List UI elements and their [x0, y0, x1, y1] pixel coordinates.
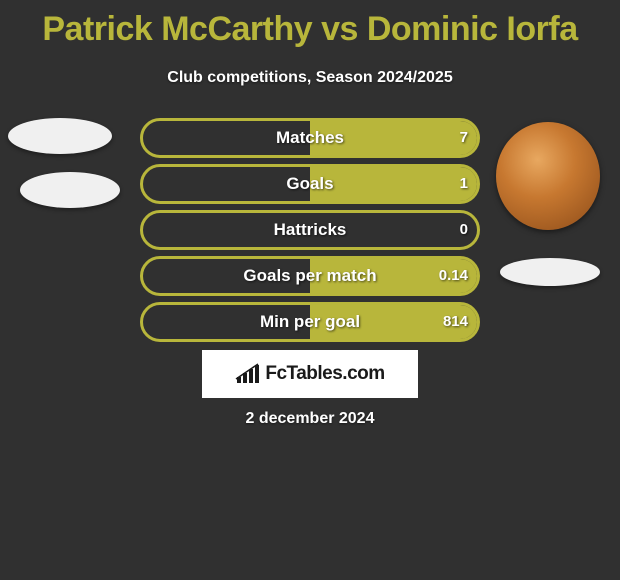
footer-date: 2 december 2024	[0, 410, 620, 428]
brand-text: FcTables.com	[265, 363, 384, 385]
stat-bar-track	[140, 118, 480, 158]
bar-chart-icon	[235, 363, 261, 385]
stat-row: Goals1	[0, 164, 620, 210]
stat-row: Goals per match0.14	[0, 256, 620, 302]
stat-value-right: 0	[460, 210, 468, 250]
stat-value-right: 0.14	[439, 256, 468, 296]
page-title: Patrick McCarthy vs Dominic Iorfa	[0, 0, 620, 49]
stat-bar-fill-right	[310, 121, 477, 155]
stat-value-right: 7	[460, 118, 468, 158]
stat-row: Matches7	[0, 118, 620, 164]
stat-bar-track	[140, 256, 480, 296]
stat-row: Hattricks0	[0, 210, 620, 256]
brand-box: FcTables.com	[202, 350, 418, 398]
stat-bar-track	[140, 302, 480, 342]
stat-bar-fill-right	[310, 167, 477, 201]
stat-value-right: 814	[443, 302, 468, 342]
stat-bar-track	[140, 164, 480, 204]
stats-container: Matches7Goals1Hattricks0Goals per match0…	[0, 118, 620, 348]
page-subtitle: Club competitions, Season 2024/2025	[0, 69, 620, 87]
stat-value-right: 1	[460, 164, 468, 204]
stat-row: Min per goal814	[0, 302, 620, 348]
stat-bar-track	[140, 210, 480, 250]
